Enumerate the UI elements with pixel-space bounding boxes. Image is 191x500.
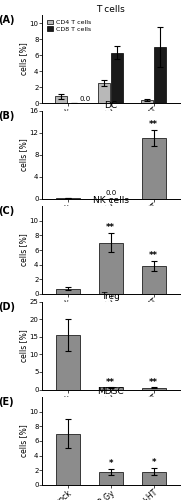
Bar [141,100,153,103]
Bar [99,242,123,294]
Bar [56,434,80,485]
Text: *: * [151,458,156,468]
Title: T cells: T cells [96,5,125,14]
Title: NK cells: NK cells [93,196,129,205]
Bar [154,47,166,103]
Text: **: ** [149,378,158,387]
Text: (B): (B) [0,110,14,120]
Bar [142,138,166,198]
Bar [98,83,110,103]
Text: **: ** [149,250,158,260]
Bar [142,388,166,390]
Y-axis label: cells [%]: cells [%] [19,329,28,362]
Bar [111,52,123,103]
Bar [99,388,123,390]
Y-axis label: cells [%]: cells [%] [19,424,28,458]
Text: **: ** [149,120,158,128]
Bar [56,335,80,390]
Y-axis label: cells [%]: cells [%] [19,42,28,76]
Y-axis label: cells [%]: cells [%] [19,234,28,266]
Text: (E): (E) [0,397,14,407]
Bar [142,266,166,294]
Text: 0.0: 0.0 [105,190,116,196]
Bar [142,472,166,485]
Text: (A): (A) [0,15,15,25]
Text: *: * [108,459,113,468]
Legend: CD4 T cells, CD8 T cells: CD4 T cells, CD8 T cells [47,19,92,32]
Title: Treg: Treg [101,292,120,300]
Title: MDSC: MDSC [97,387,124,396]
Bar [55,96,67,103]
Text: 0.0: 0.0 [79,96,91,102]
Title: DC: DC [104,100,117,110]
Bar [56,289,80,294]
Text: **: ** [106,222,115,232]
Text: **: ** [106,378,115,386]
Text: (D): (D) [0,302,15,312]
Bar [99,472,123,485]
Y-axis label: cells [%]: cells [%] [19,138,28,171]
Text: (C): (C) [0,206,14,216]
